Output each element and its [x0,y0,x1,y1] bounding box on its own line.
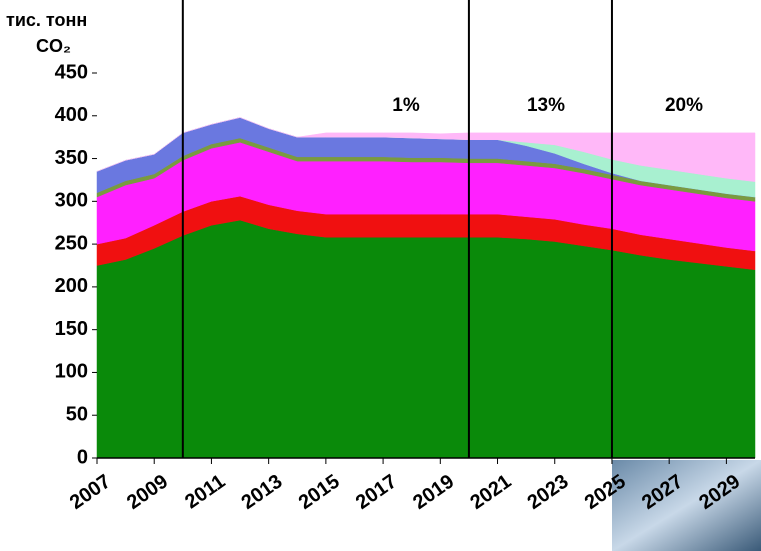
y-tick-label: 250 [55,232,88,254]
y-unit: CO₂ [36,36,71,56]
background-photo [612,460,761,551]
y-tick-label: 100 [55,361,88,383]
x-tick-label: 2023 [524,470,573,514]
x-tick-label: 2007 [66,470,115,514]
y-tick-label: 300 [55,190,88,212]
annotation: 13% [527,95,565,116]
x-tick-label: 2011 [181,470,229,513]
x-tick-label: 2017 [352,470,401,514]
x-tick-label: 2021 [466,470,515,514]
x-tick-label: 2009 [123,470,172,514]
y-tick-label: 400 [55,104,88,126]
x-tick-label: 2015 [295,470,344,514]
y-unit: тис. тонн [6,10,87,30]
y-tick-label: 50 [66,404,88,426]
area [96,117,756,182]
y-tick-label: 450 [55,61,88,83]
y-tick-label: 350 [55,147,88,169]
y-tick-label: 0 [77,446,88,468]
y-tick-label: 150 [55,318,88,340]
annotation: 1% [392,95,420,116]
y-tick-label: 200 [55,275,88,297]
x-tick-label: 2019 [409,470,458,514]
x-tick-label: 2013 [237,470,286,514]
annotation: 20% [665,95,703,116]
